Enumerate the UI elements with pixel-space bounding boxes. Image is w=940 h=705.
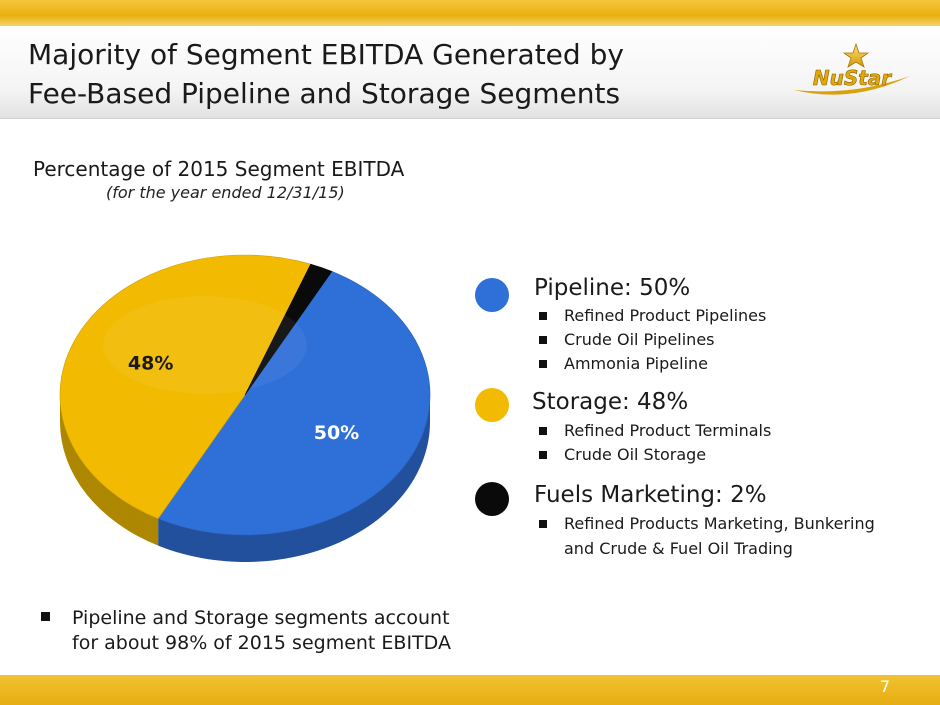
pie-slice-pipeline-side [158, 395, 430, 563]
pie-data-label: 48% [128, 353, 173, 375]
pie-data-label: 50% [314, 422, 359, 444]
storage-swatch [475, 388, 509, 422]
pipeline-bullet-2: Crude Oil Pipelines [564, 330, 715, 349]
pipeline-swatch [475, 278, 509, 312]
fuels-marketing-bullet-2: and Crude & Fuel Oil Trading [564, 539, 793, 558]
pie-slice-pipeline [157, 271, 431, 536]
fuels-marketing-legend-title: Fuels Marketing: 2% [534, 482, 767, 508]
fuels-marketing-bullet-1: Refined Products Marketing, Bunkering [564, 514, 875, 533]
bullet-icon [539, 451, 547, 459]
bottom-accent-band [0, 675, 940, 705]
pie-slice-storage [59, 254, 312, 519]
footnote-line-2: for about 98% of 2015 segment EBITDA [72, 632, 451, 654]
pie-depth [59, 395, 430, 563]
logo-star-icon [842, 42, 870, 68]
title-bar: Majority of Segment EBITDA Generated by … [0, 26, 940, 119]
bullet-icon [539, 360, 547, 368]
logo-swoosh-icon [794, 76, 910, 95]
slide-title-line-1: Majority of Segment EBITDA Generated by [28, 38, 624, 71]
pie-slice-fuels-marketing [244, 263, 333, 396]
slide-title-line-2: Fee-Based Pipeline and Storage Segments [28, 77, 621, 110]
bullet-icon [539, 520, 547, 528]
page-number: 7 [879, 677, 890, 696]
slide-title: Majority of Segment EBITDA Generated by … [28, 35, 768, 113]
bullet-icon [539, 312, 547, 320]
nustar-logo: NuStar [794, 42, 910, 95]
top-accent-band [0, 0, 940, 26]
pie-slice-storage-side [59, 395, 159, 546]
pipeline-bullet-1: Refined Product Pipelines [564, 306, 767, 325]
storage-bullet-1: Refined Product Terminals [564, 421, 772, 440]
pie-highlight [103, 296, 307, 394]
storage-legend-title: Storage: 48% [532, 389, 689, 415]
footnote: Pipeline and Storage segments account fo… [72, 606, 512, 656]
bullet-icon [41, 612, 50, 621]
storage-bullet-2: Crude Oil Storage [564, 445, 707, 464]
footnote-line-1: Pipeline and Storage segments account [72, 607, 450, 629]
pipeline-legend-title: Pipeline: 50% [534, 275, 691, 301]
bullet-icon [539, 336, 547, 344]
fuels-marketing-swatch [475, 482, 509, 516]
logo-wordmark: NuStar [813, 66, 892, 90]
chart-subtitle: (for the year ended 12/31/15) [106, 183, 345, 202]
pipeline-bullet-3: Ammonia Pipeline [564, 354, 708, 373]
bullet-icon [539, 427, 547, 435]
pie-chart: 50% 48% [59, 254, 431, 563]
chart-title: Percentage of 2015 Segment EBITDA [33, 157, 405, 181]
